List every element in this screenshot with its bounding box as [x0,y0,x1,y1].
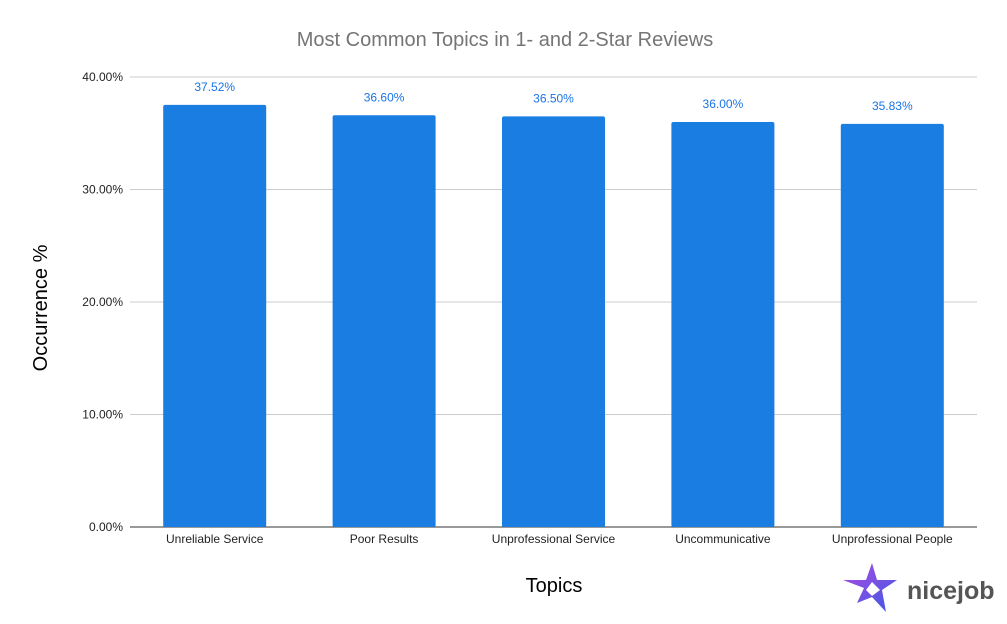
logo-text: nicejob [907,577,995,605]
x-axis-label: Topics [526,575,583,597]
chart-title: Most Common Topics in 1- and 2-Star Revi… [297,29,713,51]
data-label: 36.00% [703,97,744,111]
data-label: 35.83% [872,99,913,113]
bar [332,115,436,527]
data-label: 37.52% [194,80,235,94]
y-tick-label: 40.00% [82,70,123,84]
data-label: 36.60% [364,90,405,104]
y-tick-label: 30.00% [82,183,123,197]
x-tick-label: Unprofessional People [832,532,953,546]
bar [163,104,267,528]
nicejob-logo: nicejob [843,563,995,612]
x-tick-label: Poor Results [350,532,419,546]
y-tick-label: 0.00% [89,520,123,534]
y-tick-label: 20.00% [82,295,123,309]
bar [840,123,944,527]
x-tick-label: Unprofessional Service [492,532,616,546]
star-logo-icon [843,563,897,612]
x-tick-label: Unreliable Service [166,532,264,546]
bar [502,116,605,527]
bar [671,122,775,527]
y-axis-label: Occurrence % [30,244,52,371]
x-tick-label: Uncommunicative [675,532,771,546]
data-label: 36.50% [533,91,574,105]
y-tick-label: 10.00% [82,408,123,422]
